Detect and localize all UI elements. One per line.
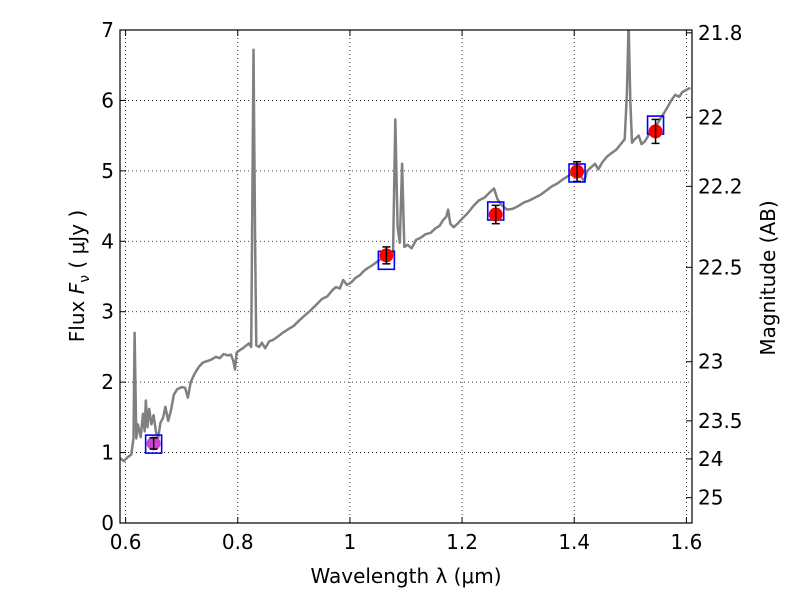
plot-area xyxy=(120,30,692,523)
y2-tick-label: 22.2 xyxy=(698,174,743,198)
y2-tick-label: 23 xyxy=(698,350,723,374)
x-tick-label: 1.4 xyxy=(558,530,590,554)
y2-tick-label: 25 xyxy=(698,486,723,510)
y-axis-label: Flux Fν ( μJy ) xyxy=(65,210,93,342)
y2-tick-label: 23.5 xyxy=(698,409,743,433)
y2-tick-label: 24 xyxy=(698,447,723,471)
x-tick-label: 0.6 xyxy=(110,530,142,554)
y-tick-label: 2 xyxy=(101,370,114,394)
y-tick-label: 0 xyxy=(101,511,114,535)
x-tick-label: 1 xyxy=(344,530,357,554)
x-tick-label: 0.8 xyxy=(222,530,254,554)
observed-point-layer xyxy=(146,118,663,451)
x-axis-label: Wavelength λ (μm) xyxy=(310,564,501,588)
y-tick-label: 3 xyxy=(101,300,114,324)
y2-tick-label: 22.5 xyxy=(698,255,743,279)
y2-tick-label: 21.8 xyxy=(698,21,743,45)
model-box xyxy=(144,434,163,454)
ticks xyxy=(120,29,692,524)
y-tick-label: 7 xyxy=(101,18,114,42)
y-tick-label: 1 xyxy=(101,441,114,465)
y-tick-label: 6 xyxy=(101,88,114,112)
plot-frame xyxy=(119,29,693,524)
y2-tick-label: 22 xyxy=(698,105,723,129)
y-tick-label: 4 xyxy=(101,229,114,253)
y-tick-label: 5 xyxy=(101,159,114,183)
x-tick-label: 1.6 xyxy=(670,530,702,554)
y2-axis-label: Magnitude (AB) xyxy=(756,200,780,355)
x-tick-label: 1.2 xyxy=(446,530,478,554)
